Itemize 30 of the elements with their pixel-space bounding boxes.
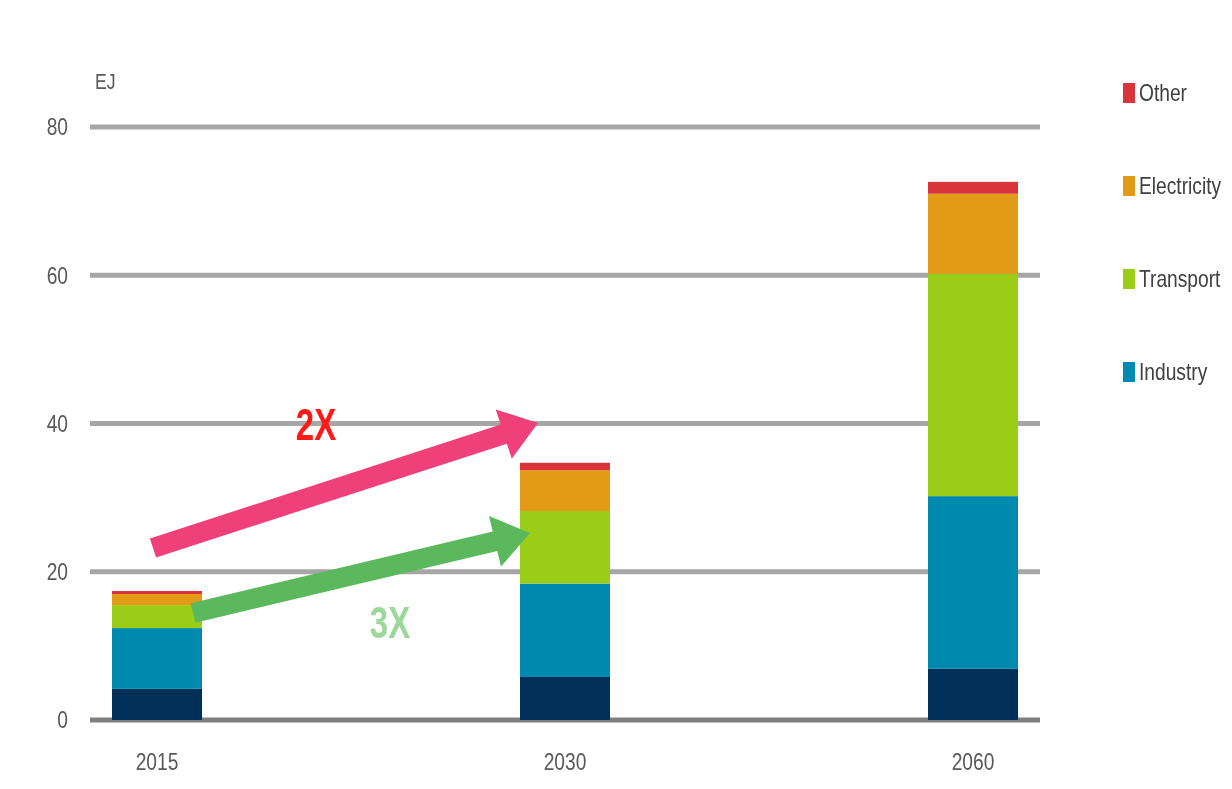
bar bbox=[112, 591, 202, 594]
y-tick-label: 80 bbox=[46, 113, 68, 141]
bar bbox=[112, 593, 202, 606]
bar bbox=[520, 462, 610, 471]
bar bbox=[520, 470, 610, 511]
bar bbox=[520, 583, 610, 678]
bar bbox=[928, 193, 1018, 274]
legend-label: Industry bbox=[1139, 358, 1208, 386]
x-tick-label: 2015 bbox=[135, 747, 179, 776]
y-tick-label: 40 bbox=[46, 409, 68, 438]
legend-label: Other bbox=[1139, 79, 1187, 107]
bar bbox=[928, 181, 1018, 194]
annotation: 2X bbox=[295, 400, 337, 450]
annotation: 3X bbox=[369, 598, 411, 648]
bar bbox=[520, 677, 610, 720]
bar bbox=[112, 628, 202, 689]
bar bbox=[520, 510, 610, 584]
bar bbox=[928, 273, 1018, 497]
y-axis-title: EJ bbox=[95, 69, 116, 94]
bar bbox=[112, 688, 202, 720]
legend-label: Electricity bbox=[1139, 172, 1222, 200]
y-tick-label: 60 bbox=[46, 261, 68, 290]
y-tick-label: 20 bbox=[46, 558, 68, 586]
legend-label: Transport bbox=[1139, 265, 1221, 293]
bar bbox=[928, 668, 1018, 720]
x-tick-label: 2060 bbox=[951, 747, 995, 776]
bar bbox=[112, 605, 202, 629]
y-tick-label: 0 bbox=[57, 706, 68, 734]
bar bbox=[928, 496, 1018, 669]
x-tick-label: 2030 bbox=[543, 747, 587, 776]
